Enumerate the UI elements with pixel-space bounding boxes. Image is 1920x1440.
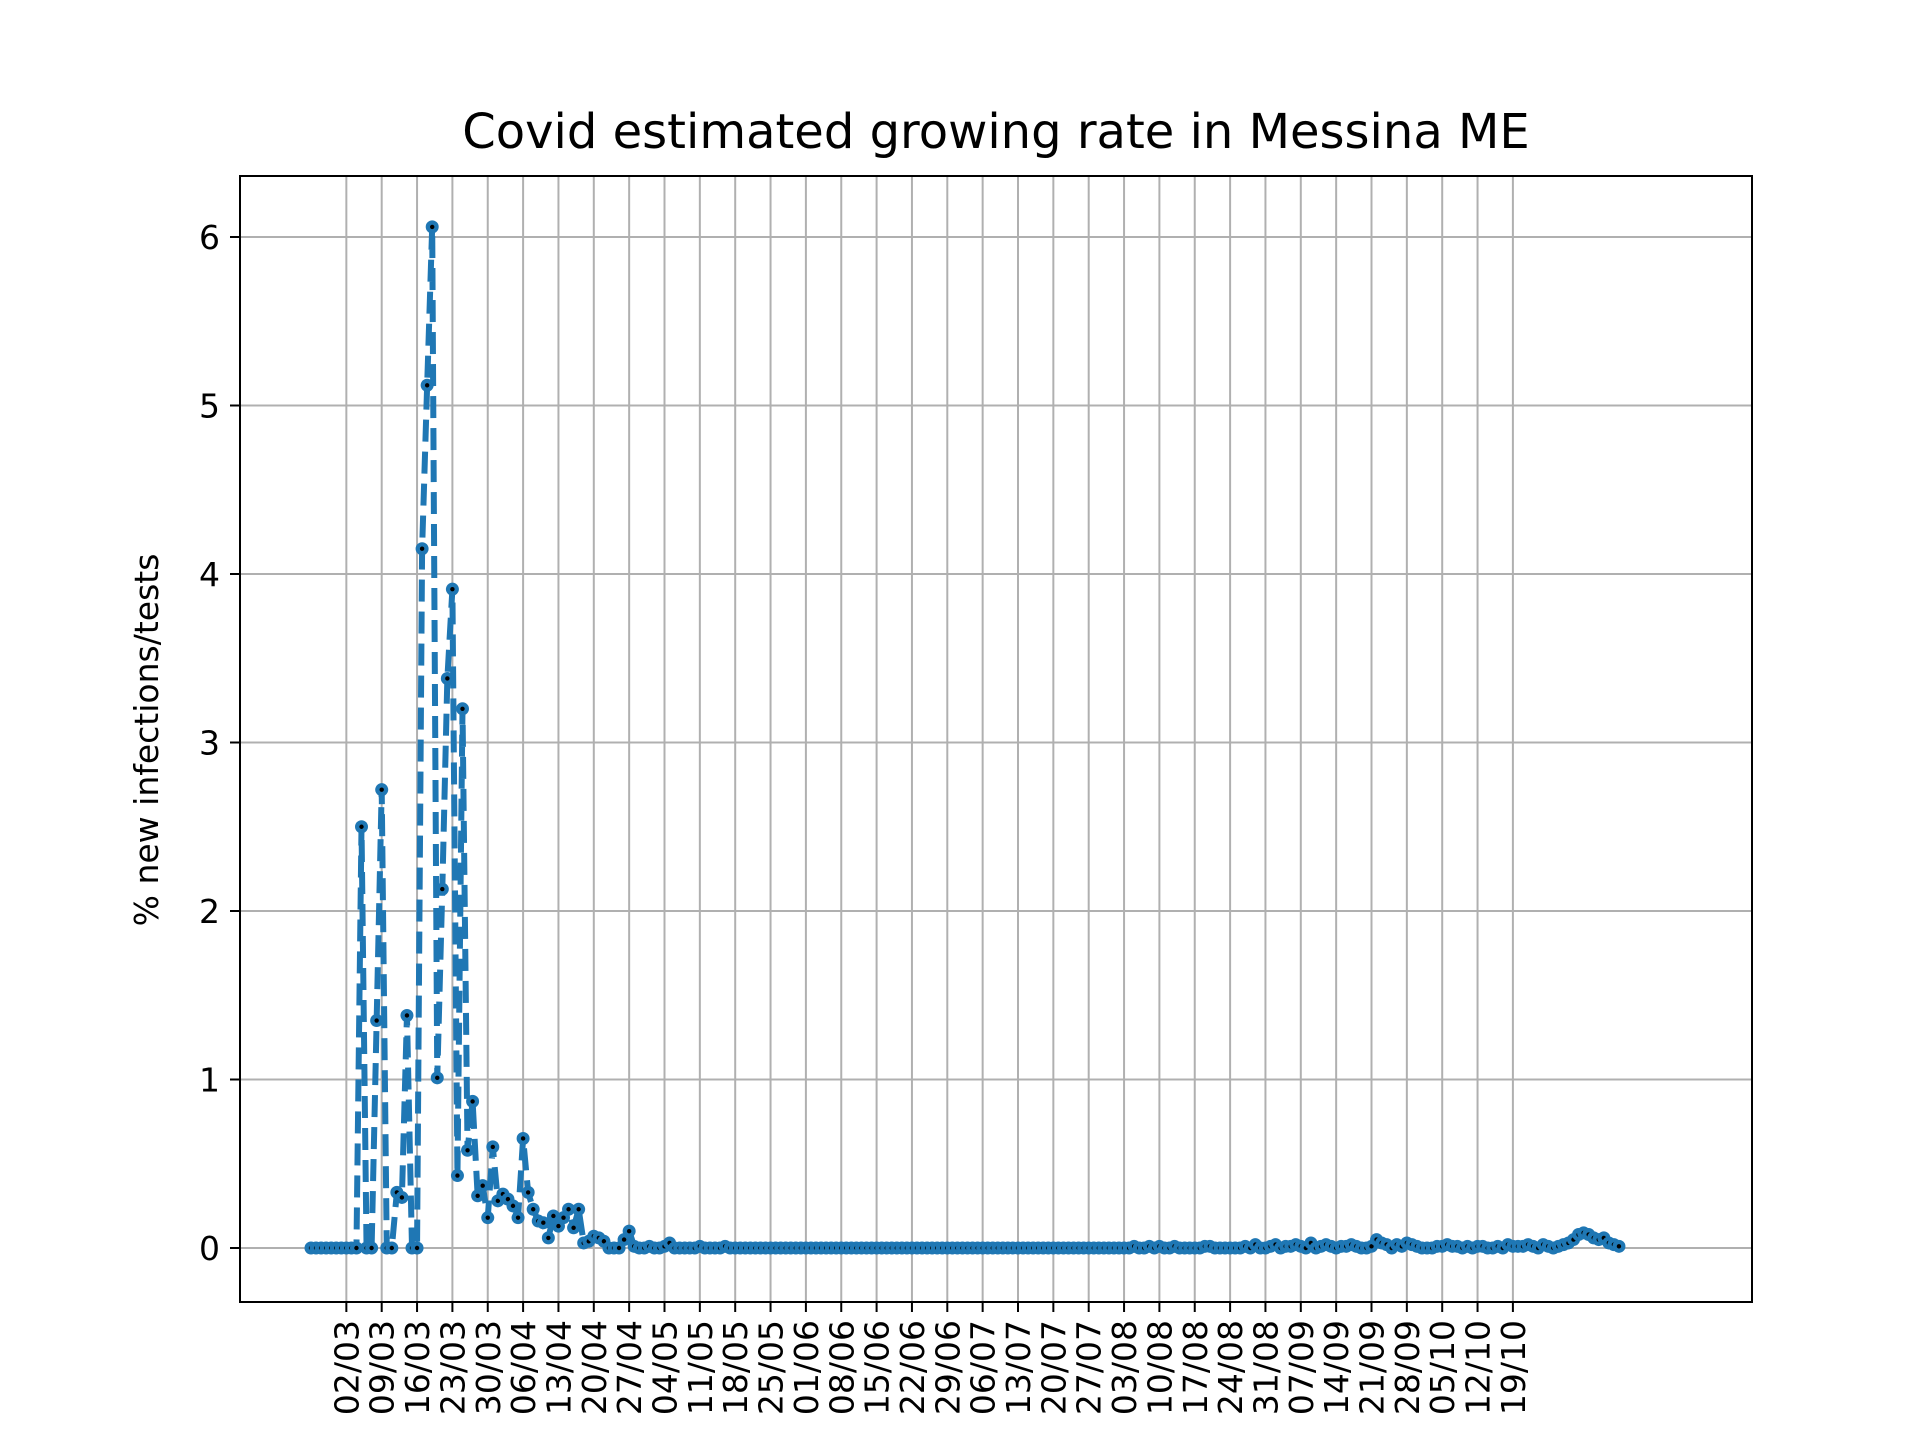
data-point-center	[505, 1196, 511, 1202]
data-point-center	[561, 1215, 566, 1220]
data-point-center	[354, 1245, 359, 1251]
data-point-center	[414, 1245, 420, 1251]
y-tick-label: 2	[199, 892, 220, 931]
data-point-center	[541, 1220, 546, 1225]
data-point-center	[510, 1203, 516, 1209]
data-point-center	[520, 1136, 526, 1141]
x-tick-label: 27/07	[1070, 1320, 1109, 1415]
data-point-center	[389, 1245, 394, 1251]
x-tick-label: 30/03	[469, 1320, 508, 1415]
x-tick-label: 25/05	[752, 1320, 791, 1415]
series-layer	[311, 223, 1620, 1251]
x-tick-label: 10/08	[1140, 1320, 1179, 1415]
data-point-center	[485, 1215, 490, 1220]
data-point-center	[556, 1223, 561, 1229]
data-point-center	[621, 1237, 627, 1242]
x-tick-label: 24/08	[1211, 1320, 1250, 1415]
x-tick-label: 27/04	[610, 1320, 649, 1415]
data-point-center	[576, 1207, 581, 1212]
data-point-center	[566, 1207, 571, 1212]
data-point-center	[374, 1018, 379, 1023]
data-point-center	[626, 1228, 632, 1234]
x-tick-label: 17/08	[1176, 1320, 1215, 1415]
y-axis-ticks: 0 1 2 3 4 5 6	[199, 218, 240, 1268]
x-tick-label: 03/08	[1105, 1320, 1144, 1415]
marker-layer	[304, 220, 1626, 1255]
x-tick-label: 31/08	[1246, 1320, 1285, 1415]
x-tick-label: 12/10	[1459, 1320, 1498, 1415]
data-point-center	[430, 224, 435, 230]
data-point-center	[1616, 1244, 1622, 1249]
y-tick-label: 0	[199, 1229, 220, 1268]
data-point-center	[404, 1013, 410, 1018]
y-tick-label: 6	[199, 218, 220, 257]
x-tick-label: 13/07	[999, 1320, 1038, 1415]
y-tick-label: 3	[199, 724, 220, 763]
x-tick-label: 20/07	[1034, 1320, 1073, 1415]
x-tick-label: 15/06	[858, 1320, 897, 1415]
data-point-center	[399, 1195, 405, 1200]
y-tick-label: 5	[199, 387, 220, 426]
x-tick-label: 11/05	[681, 1320, 720, 1415]
data-point-center	[475, 1193, 480, 1198]
data-point-center	[450, 586, 455, 592]
grid-lines	[240, 176, 1752, 1302]
x-tick-label: 20/04	[575, 1320, 614, 1415]
data-point-center	[601, 1239, 607, 1244]
x-tick-label: 23/03	[433, 1320, 472, 1415]
x-tick-label: 05/10	[1423, 1320, 1462, 1415]
data-point-center	[571, 1225, 576, 1230]
x-tick-label: 07/09	[1282, 1320, 1321, 1415]
data-point-center	[455, 1173, 460, 1178]
data-point-center	[546, 1235, 551, 1241]
y-tick-label: 4	[199, 555, 220, 594]
data-point-center	[440, 886, 445, 892]
x-tick-label: 18/05	[716, 1320, 755, 1415]
x-tick-label: 19/10	[1494, 1320, 1533, 1415]
x-tick-label: 29/06	[928, 1320, 967, 1415]
data-point-center	[525, 1190, 531, 1195]
plot-frame	[239, 175, 1753, 1303]
x-tick-label: 22/06	[893, 1320, 932, 1415]
data-point-center	[490, 1144, 495, 1150]
data-point-center	[445, 676, 450, 681]
data-point-center	[419, 546, 425, 551]
x-tick-label: 08/06	[822, 1320, 861, 1415]
data-point-center	[515, 1215, 521, 1220]
data-point-center	[379, 787, 384, 792]
x-tick-label: 06/04	[504, 1320, 543, 1415]
data-point-center	[465, 1148, 470, 1153]
data-point-center	[616, 1245, 622, 1251]
data-point-center	[495, 1198, 501, 1204]
data-point-center	[1369, 1244, 1374, 1249]
data-point-center	[424, 383, 430, 388]
x-tick-label: 21/09	[1353, 1320, 1392, 1415]
x-tick-label: 16/03	[398, 1320, 437, 1415]
data-point-center	[460, 706, 465, 711]
x-tick-label: 04/05	[646, 1320, 685, 1415]
x-tick-label: 06/07	[964, 1320, 1003, 1415]
series-line	[311, 223, 1620, 1251]
data-point-center	[435, 1075, 440, 1081]
x-tick-label: 14/09	[1317, 1320, 1356, 1415]
x-tick-label: 02/03	[327, 1320, 366, 1415]
data-point-center	[480, 1183, 485, 1188]
data-point-center	[359, 824, 364, 829]
data-point-center	[369, 1245, 374, 1251]
data-point-center	[531, 1207, 536, 1212]
chart-title: Covid estimated growing rate in Messina …	[462, 104, 1529, 160]
data-point-center	[470, 1099, 475, 1104]
x-tick-label: 13/04	[539, 1320, 578, 1415]
y-tick-label: 1	[199, 1061, 220, 1100]
y-axis-label: % new infections/tests	[127, 554, 166, 927]
x-tick-label: 09/03	[363, 1320, 402, 1415]
x-axis-ticks: 02/0309/0316/0323/0330/0306/0413/0420/04…	[327, 1302, 1533, 1415]
x-tick-label: 28/09	[1388, 1320, 1427, 1415]
data-point-center	[551, 1213, 556, 1219]
x-tick-label: 01/06	[787, 1320, 826, 1415]
